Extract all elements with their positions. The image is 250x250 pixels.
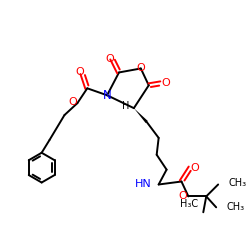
Text: CH₃: CH₃ — [228, 178, 246, 188]
Text: O: O — [75, 68, 84, 78]
Text: O: O — [106, 54, 114, 64]
Text: HN: HN — [135, 180, 152, 190]
Text: N: N — [103, 89, 112, 102]
Text: O: O — [68, 97, 77, 107]
Text: O: O — [190, 163, 199, 173]
Text: CH₃: CH₃ — [226, 202, 244, 212]
Text: O: O — [136, 64, 145, 74]
Polygon shape — [134, 108, 148, 123]
Text: H₃C: H₃C — [180, 199, 198, 209]
Text: O: O — [178, 192, 187, 202]
Text: H: H — [122, 101, 130, 111]
Text: O: O — [161, 78, 170, 88]
